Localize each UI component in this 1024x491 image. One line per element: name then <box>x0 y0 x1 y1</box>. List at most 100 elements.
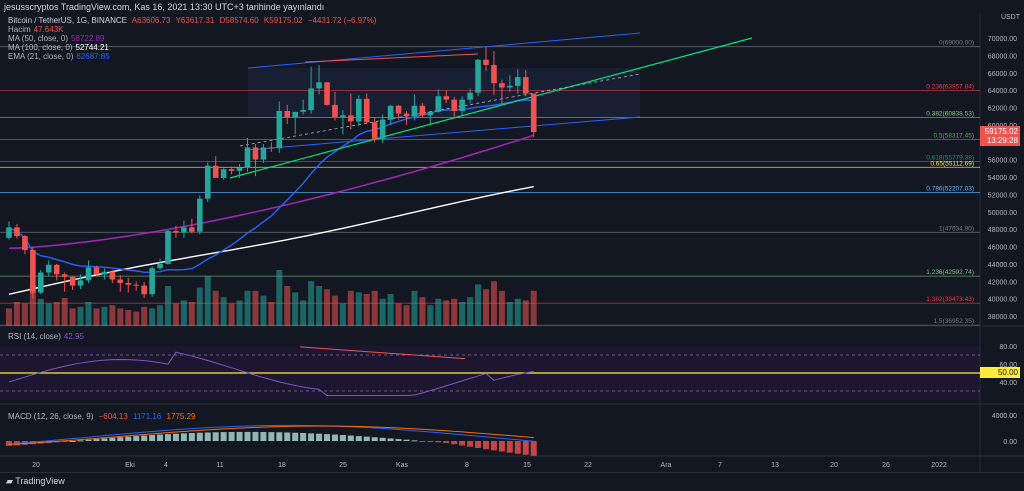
time-tick: 11 <box>216 462 223 469</box>
time-tick: 25 <box>339 462 347 469</box>
macd-histogram-bar <box>244 431 251 441</box>
macd-histogram-bar <box>125 436 132 441</box>
volume-bar <box>284 286 291 326</box>
candle-body <box>260 147 267 160</box>
volume-bar <box>268 302 275 326</box>
macd-histogram-bar <box>435 441 442 443</box>
volume-bar <box>101 306 108 326</box>
macd-histogram-bar <box>355 436 362 441</box>
candle-body <box>117 279 124 283</box>
candle-body <box>204 165 211 199</box>
fib-level-label: 0.65(55112.69) <box>930 160 974 167</box>
candle-body <box>515 77 521 86</box>
price-tick: 54000.00 <box>988 175 1017 182</box>
macd-histogram-bar <box>419 441 426 442</box>
currency-label: USDT <box>1000 14 1020 21</box>
volume-bar <box>252 290 259 326</box>
macd-histogram-bar <box>165 434 171 441</box>
candle-body <box>284 110 291 118</box>
volume-label: Hacim <box>8 25 31 34</box>
volume-bar <box>37 298 44 326</box>
volume-bar <box>316 286 323 326</box>
macd-histogram-bar <box>77 440 84 442</box>
candle-body <box>30 249 36 293</box>
ema21-label: EMA (21, close, 0) <box>8 52 74 61</box>
ohlc-close: K59175.02 <box>263 16 303 25</box>
macd-histogram-bar <box>316 433 323 441</box>
candle-body <box>427 111 434 116</box>
candle-body <box>459 99 465 111</box>
volume-bar <box>141 306 148 326</box>
macd-histogram-bar <box>522 441 529 455</box>
macd-tick: 0.00 <box>1003 439 1017 446</box>
candle-body <box>292 111 298 118</box>
fib-level-label: 0.618(55779.38) <box>926 155 974 162</box>
volume-bar <box>292 292 299 326</box>
candle-body <box>77 280 84 286</box>
time-tick: 13 <box>771 462 779 469</box>
volume-bar <box>403 305 410 326</box>
ma100-value: 52744.21 <box>75 43 109 52</box>
candle-body <box>189 227 195 232</box>
price-tick: 64000.00 <box>988 88 1017 95</box>
candle-body <box>276 110 283 149</box>
candle-body <box>411 105 418 117</box>
time-tick: 20 <box>830 462 838 469</box>
price-tick: 46000.00 <box>988 245 1017 252</box>
candle-body <box>228 169 235 171</box>
fib-level-label: 0(69000.00) <box>939 40 974 47</box>
volume-bar <box>506 302 513 326</box>
price-tick: 70000.00 <box>988 36 1017 43</box>
macd-histogram-bar <box>212 432 219 441</box>
macd-histogram-bar <box>379 437 386 441</box>
candle-body <box>157 263 163 269</box>
macd-histogram-bar <box>109 437 116 441</box>
volume-bar <box>435 298 442 326</box>
volume-bar <box>77 306 84 326</box>
price-chart[interactable]: 70000.00 68000.00 66000.00 64000.00 62000.00… <box>0 14 1024 472</box>
candle-body <box>522 77 529 94</box>
macd-histogram-bar <box>117 437 124 441</box>
ma50-value: 58722.89 <box>71 34 105 43</box>
macd-histogram-bar <box>133 436 140 441</box>
volume-bar <box>21 303 28 326</box>
macd-histogram-bar <box>284 432 291 441</box>
macd-histogram-bar <box>101 438 108 441</box>
macd-histogram-bar <box>85 439 92 441</box>
fib-level-label: 1.236(42592.74) <box>926 269 974 276</box>
candle-body <box>316 82 322 89</box>
rsi-level-tag: 50.00 <box>980 367 1020 378</box>
chart-legend: Bitcoin / TetherUS, 1G, BINANCE A63606.7… <box>8 16 379 61</box>
candle-body <box>252 147 259 160</box>
macd-histogram-bar <box>228 431 235 441</box>
macd-tick: 4000.00 <box>992 413 1017 420</box>
macd-histogram-bar <box>475 441 482 448</box>
volume-bar <box>244 290 251 326</box>
volume-bar <box>300 300 307 326</box>
footer-bar <box>0 472 1024 491</box>
time-tick: 4 <box>164 462 168 469</box>
macd-histogram-bar <box>260 431 267 441</box>
volume-bar <box>371 290 378 326</box>
macd-histogram-bar <box>363 436 370 441</box>
volume-bar <box>355 292 362 326</box>
macd-histogram-bar <box>443 441 450 443</box>
volume-bar <box>514 298 521 326</box>
volume-bar <box>379 298 386 326</box>
volume-bar <box>467 297 474 326</box>
volume-bar <box>212 290 219 326</box>
macd-histogram-bar <box>427 441 434 442</box>
macd-histogram-bar <box>61 441 68 442</box>
volume-bar <box>220 297 227 326</box>
macd-histogram-bar <box>188 433 195 441</box>
macd-histogram-bar <box>490 441 497 451</box>
macd-histogram-bar <box>371 437 378 441</box>
candle-body <box>133 284 139 286</box>
volume-bar <box>443 300 450 326</box>
candle-body <box>61 274 68 277</box>
macd-histogram-bar <box>141 435 148 441</box>
candle-body <box>491 64 497 84</box>
fib-level-label: 0.382(60838.53) <box>926 111 974 118</box>
candle-body <box>371 122 378 139</box>
candle-body <box>340 115 346 118</box>
